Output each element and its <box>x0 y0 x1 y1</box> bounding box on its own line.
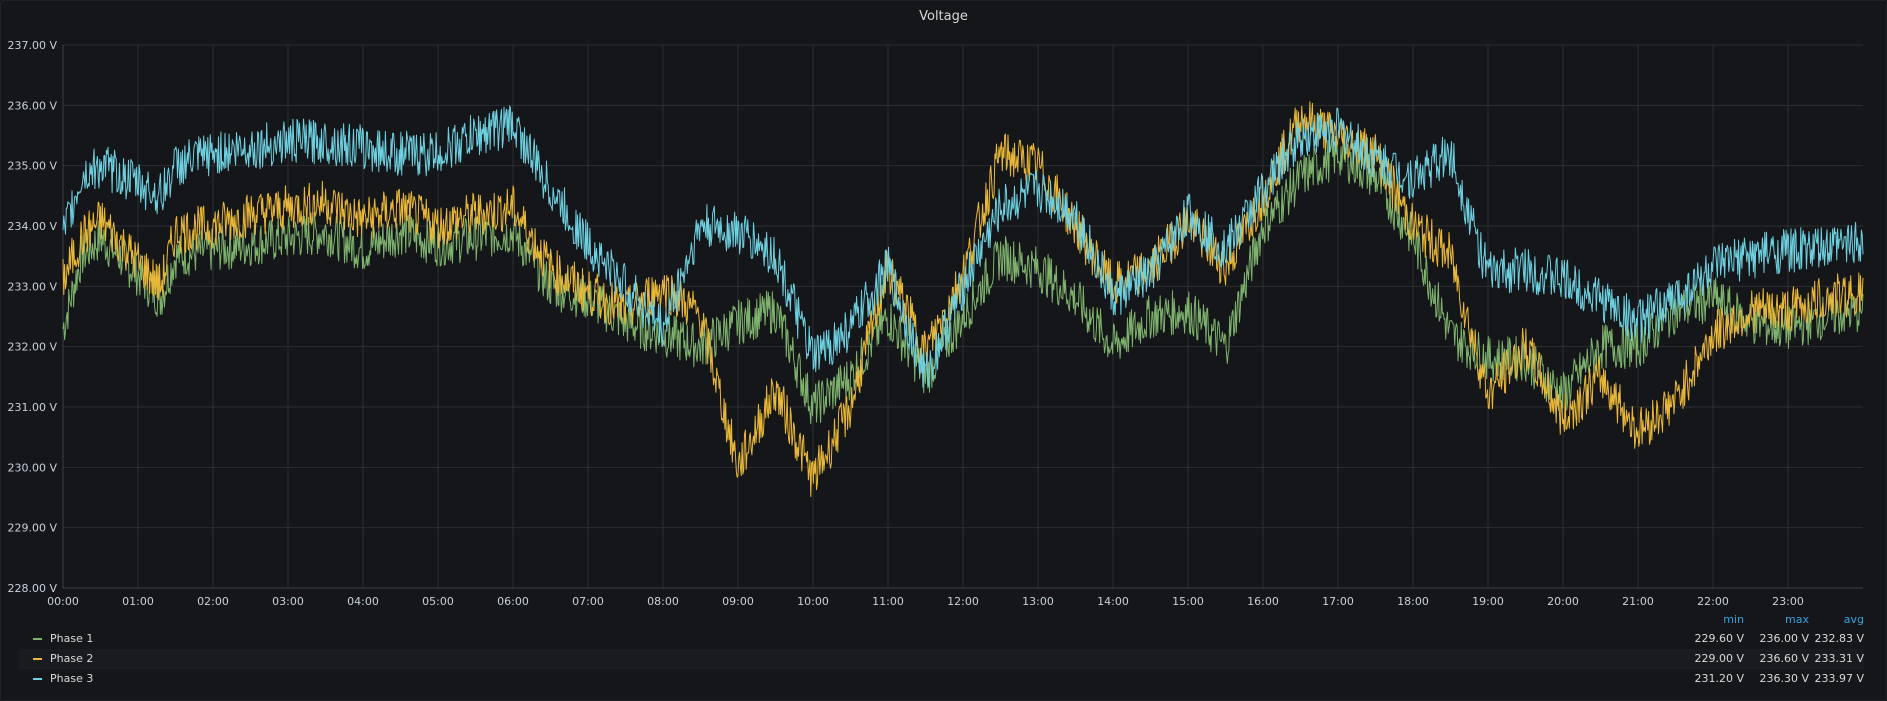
x-tick-label: 14:00 <box>1097 595 1129 608</box>
x-tick-label: 03:00 <box>272 595 304 608</box>
x-tick-label: 07:00 <box>572 595 604 608</box>
series-line-phase-3 <box>62 105 1864 388</box>
legend-swatch-phase-2 <box>33 658 42 660</box>
x-tick-label: 02:00 <box>197 595 229 608</box>
legend-min: 229.00 V <box>1694 652 1744 665</box>
x-tick-label: 23:00 <box>1772 595 1804 608</box>
legend-row-phase-3[interactable]: Phase 3 231.20 V 236.30 V 233.97 V <box>19 669 1864 689</box>
legend-avg: 232.83 V <box>1814 632 1864 645</box>
x-tick-label: 01:00 <box>122 595 154 608</box>
y-tick-label: 235.00 V <box>7 160 57 173</box>
legend-series-name[interactable]: Phase 2 <box>50 652 94 665</box>
x-tick-label: 22:00 <box>1697 595 1729 608</box>
x-tick-label: 05:00 <box>422 595 454 608</box>
x-tick-label: 15:00 <box>1172 595 1204 608</box>
y-tick-label: 232.00 V <box>7 341 57 354</box>
x-tick-label: 17:00 <box>1322 595 1354 608</box>
y-tick-label: 236.00 V <box>7 99 57 112</box>
x-tick-label: 12:00 <box>947 595 979 608</box>
legend-max: 236.60 V <box>1759 652 1809 665</box>
legend-series-name[interactable]: Phase 1 <box>50 632 94 645</box>
legend-header-avg[interactable]: avg <box>1843 613 1864 626</box>
y-tick-label: 229.00 V <box>7 522 57 535</box>
y-tick-label: 237.00 V <box>7 39 57 52</box>
x-tick-label: 06:00 <box>497 595 529 608</box>
panel-title[interactable]: Voltage <box>919 9 968 24</box>
y-tick-label: 233.00 V <box>7 280 57 293</box>
x-tick-label: 10:00 <box>797 595 829 608</box>
legend-swatch-phase-1 <box>33 638 42 640</box>
legend-row-phase-1[interactable]: Phase 1 229.60 V 236.00 V 232.83 V <box>19 629 1864 649</box>
legend-min: 229.60 V <box>1694 632 1744 645</box>
y-tick-label: 231.00 V <box>7 401 57 414</box>
legend-header: min max avg <box>19 613 1864 627</box>
legend-series-name[interactable]: Phase 3 <box>50 672 94 685</box>
x-tick-label: 11:00 <box>872 595 904 608</box>
legend-header-max[interactable]: max <box>1785 613 1809 626</box>
legend-max: 236.00 V <box>1759 632 1809 645</box>
x-tick-label: 04:00 <box>347 595 379 608</box>
legend-avg: 233.31 V <box>1814 652 1864 665</box>
legend-header-min[interactable]: min <box>1723 613 1744 626</box>
legend-avg: 233.97 V <box>1814 672 1864 685</box>
x-tick-label: 16:00 <box>1247 595 1279 608</box>
x-tick-label: 13:00 <box>1022 595 1054 608</box>
legend-max: 236.30 V <box>1759 672 1809 685</box>
series-line-phase-2 <box>62 101 1864 497</box>
x-tick-label: 19:00 <box>1472 595 1504 608</box>
x-tick-label: 20:00 <box>1547 595 1579 608</box>
x-tick-label: 00:00 <box>47 595 79 608</box>
series-line-phase-1 <box>62 134 1864 425</box>
legend-min: 231.20 V <box>1694 672 1744 685</box>
x-tick-label: 18:00 <box>1397 595 1429 608</box>
x-tick-label: 21:00 <box>1622 595 1654 608</box>
y-tick-label: 234.00 V <box>7 220 57 233</box>
legend-swatch-phase-3 <box>33 678 42 680</box>
legend-row-phase-2[interactable]: Phase 2 229.00 V 236.60 V 233.31 V <box>19 649 1864 669</box>
y-tick-label: 230.00 V <box>7 461 57 474</box>
x-tick-label: 08:00 <box>647 595 679 608</box>
y-tick-label: 228.00 V <box>7 582 57 595</box>
x-tick-label: 09:00 <box>722 595 754 608</box>
